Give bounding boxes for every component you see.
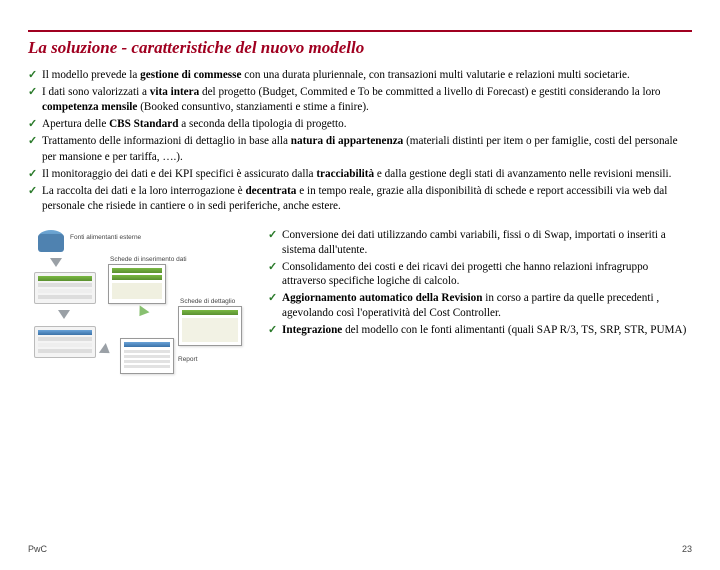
sheet-report [120, 338, 174, 374]
sheet-dettaglio [178, 306, 242, 346]
label-report: Report [178, 356, 198, 363]
label-dettaglio: Schede di dettaglio [180, 298, 235, 305]
check-icon: ✓ [28, 85, 37, 100]
bullet-item: ✓ La raccolta dei dati e la loro interrog… [28, 184, 692, 214]
box-input [34, 272, 96, 304]
footer-brand: PwC [28, 544, 47, 554]
box-report-src [34, 326, 96, 358]
check-icon: ✓ [268, 291, 277, 306]
check-icon: ✓ [268, 260, 277, 275]
page-number: 23 [682, 544, 692, 554]
bullet-text: Il modello prevede la gestione di commes… [42, 69, 630, 81]
bullet-text: I dati sono valorizzati a vita intera de… [42, 86, 661, 113]
check-icon: ✓ [28, 134, 37, 149]
bullet-text: Il monitoraggio dei dati e dei KPI speci… [42, 168, 671, 180]
check-icon: ✓ [28, 68, 37, 83]
page-title: La soluzione - caratteristiche del nuovo… [28, 38, 692, 58]
flow-diagram: Fonti alimentanti esterne Schede di inse… [28, 228, 258, 383]
bullet-text: Consolidamento dei costi e dei ricavi de… [282, 261, 648, 288]
bullet-text: Integrazione del modello con le fonti al… [282, 324, 686, 336]
check-icon: ✓ [268, 323, 277, 338]
bullet-item: ✓ Il modello prevede la gestione di comme… [28, 68, 692, 83]
bullet-text: Apertura delle CBS Standard a seconda de… [42, 118, 347, 130]
bullet-text: Trattamento delle informazioni di dettag… [42, 135, 678, 162]
bullet-item: ✓ Conversione dei dati utilizzando cambi … [268, 228, 692, 258]
label-schede: Schede di inserimento dati [110, 256, 187, 263]
bullet-item: ✓ Trattamento delle informazioni di detta… [28, 134, 692, 164]
check-icon: ✓ [268, 228, 277, 243]
bullet-text: Aggiornamento automatico della Revision … [282, 292, 659, 319]
check-icon: ✓ [28, 167, 37, 182]
bullet-item: ✓ Aggiornamento automatico della Revision… [268, 291, 692, 321]
arrow-down-icon [50, 258, 62, 267]
arrow-right-icon [99, 343, 113, 358]
check-icon: ✓ [28, 117, 37, 132]
bullet-item: ✓ Integrazione del modello con le fonti a… [268, 323, 692, 338]
bullet-item: ✓ Consolidamento dei costi e dei ricavi d… [268, 260, 692, 290]
bullet-item: ✓ I dati sono valorizzati a vita intera d… [28, 85, 692, 115]
right-bullet-list: ✓ Conversione dei dati utilizzando cambi … [268, 228, 692, 383]
bullet-item: ✓ Il monitoraggio dei dati e dei KPI spec… [28, 167, 692, 182]
title-bar: La soluzione - caratteristiche del nuovo… [28, 30, 692, 58]
main-bullet-list: ✓ Il modello prevede la gestione di comme… [28, 68, 692, 214]
sheet-schede [108, 264, 166, 304]
arrow-down-icon [58, 310, 70, 319]
lower-row: Fonti alimentanti esterne Schede di inse… [28, 228, 692, 383]
bullet-text: Conversione dei dati utilizzando cambi v… [282, 229, 666, 256]
bullet-text: La raccolta dei dati e la loro interroga… [42, 185, 667, 212]
check-icon: ✓ [28, 184, 37, 199]
database-icon [38, 230, 64, 252]
arrow-diag-icon [135, 305, 150, 319]
bullet-item: ✓ Apertura delle CBS Standard a seconda d… [28, 117, 692, 132]
label-fonti: Fonti alimentanti esterne [70, 234, 141, 241]
